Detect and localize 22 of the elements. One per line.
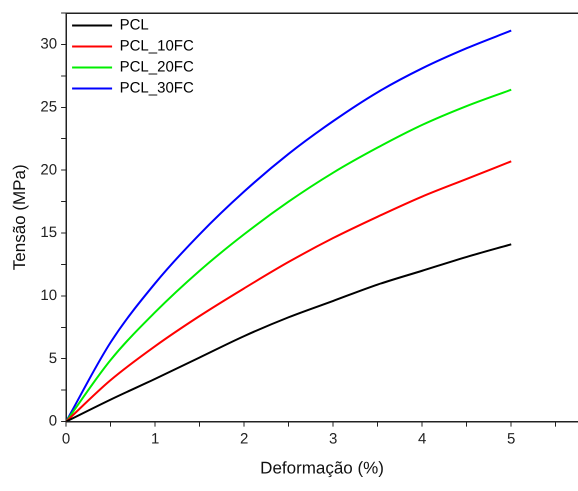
legend-label: PCL_30FC <box>120 80 194 97</box>
line-series <box>66 160 512 422</box>
x-tick-label: 2 <box>240 430 248 448</box>
y-tick-label: 30 <box>40 36 58 53</box>
y-tick-label: 15 <box>40 224 58 242</box>
x-tick-label: 0 <box>62 430 70 448</box>
legend-label: PCL <box>120 16 149 34</box>
y-tick-label: 20 <box>40 161 58 178</box>
line-series <box>66 243 512 422</box>
x-tick-label: 4 <box>418 430 426 448</box>
x-tick-label: 3 <box>329 430 338 448</box>
y-tick-label: 10 <box>40 287 58 304</box>
y-tick-label: 5 <box>48 350 58 367</box>
y-tick-label: 25 <box>40 98 58 116</box>
x-tick-label: 5 <box>507 430 516 448</box>
x-axis-title: Deformação (%) <box>260 458 384 478</box>
x-tick-label: 1 <box>150 430 160 448</box>
legend-label: PCL_20FC <box>120 58 194 76</box>
y-tick-label: 0 <box>48 412 58 430</box>
line-series <box>66 30 512 422</box>
y-axis-title: Tensão (MPa) <box>10 164 29 270</box>
legend-label: PCL_10FC <box>120 38 194 55</box>
